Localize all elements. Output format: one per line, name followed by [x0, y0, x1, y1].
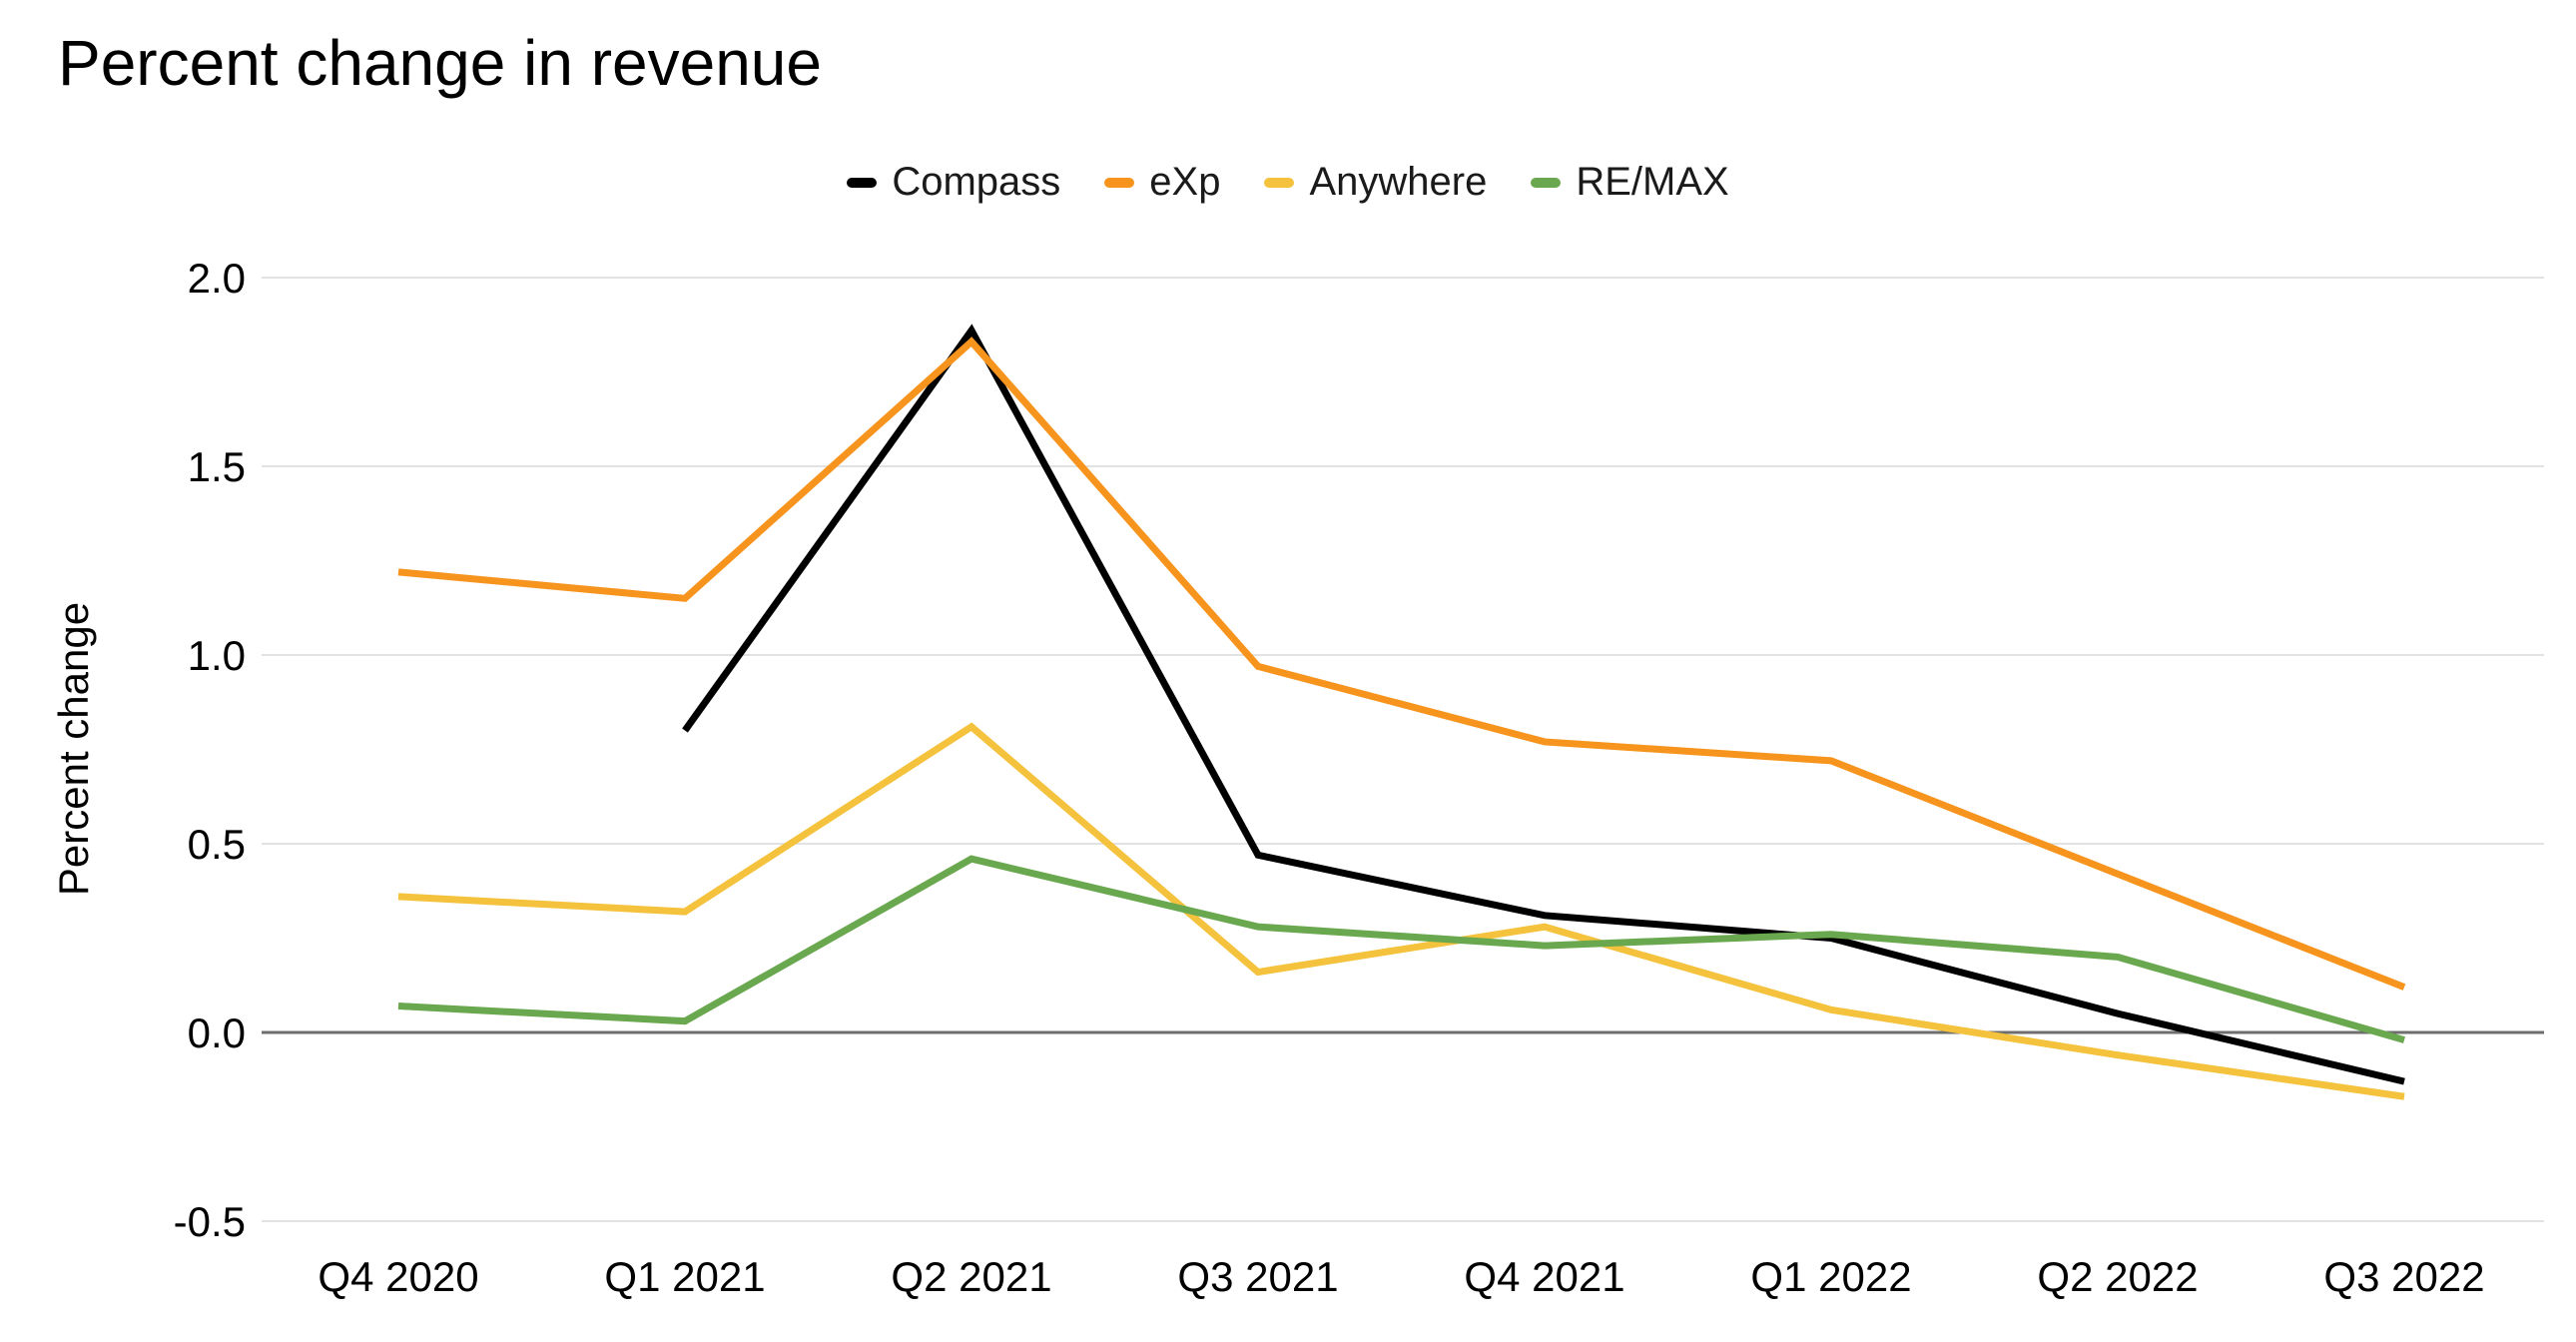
- y-tick-label-0.5: 0.5: [188, 821, 246, 868]
- legend-item-exp[interactable]: eXp: [1104, 160, 1220, 205]
- y-tick-label-2.0: 2.0: [188, 255, 246, 302]
- chart-title: Percent change in revenue: [58, 27, 822, 99]
- legend-item-anywhere[interactable]: Anywhere: [1264, 160, 1487, 205]
- series-line-exp[interactable]: [397, 336, 2406, 991]
- y-tick-label-1.5: 1.5: [188, 443, 246, 490]
- x-tick-label-q1-2022: Q1 2022: [1750, 1253, 1911, 1300]
- series-line-compass[interactable]: [682, 324, 2405, 1085]
- x-tick-label-q3-2021: Q3 2021: [1177, 1253, 1338, 1300]
- legend-label-re-max: RE/MAX: [1576, 160, 1729, 204]
- y-axis-title: Percent change: [50, 602, 97, 896]
- y-tick-label--0.5: -0.5: [174, 1198, 246, 1245]
- x-tick-label-q2-2021: Q2 2021: [891, 1253, 1051, 1300]
- y-tick-label-1.0: 1.0: [188, 632, 246, 679]
- legend-swatch-icon-compass: [847, 177, 878, 188]
- x-tick-label-q2-2022: Q2 2022: [2037, 1253, 2198, 1300]
- legend-swatch-icon-anywhere: [1264, 177, 1295, 188]
- y-tick-label-0.0: 0.0: [188, 1009, 246, 1056]
- legend-swatch-icon-exp: [1104, 177, 1135, 188]
- legend-label-exp: eXp: [1149, 160, 1221, 204]
- legend-swatch-icon-re-max: [1531, 177, 1562, 188]
- series-line-anywhere[interactable]: [397, 722, 2405, 1100]
- x-tick-label-q1-2021: Q1 2021: [604, 1253, 765, 1300]
- series-line-re-max[interactable]: [397, 855, 2405, 1043]
- x-tick-label-q4-2020: Q4 2020: [318, 1253, 478, 1300]
- legend: Compass eXp Anywhere RE/MAX: [0, 160, 2576, 205]
- legend-item-compass[interactable]: Compass: [847, 160, 1060, 205]
- legend-label-anywhere: Anywhere: [1309, 160, 1488, 204]
- legend-item-re-max[interactable]: RE/MAX: [1531, 160, 1729, 205]
- x-tick-label-q4-2021: Q4 2021: [1464, 1253, 1624, 1300]
- legend-label-compass: Compass: [892, 160, 1061, 204]
- x-tick-label-q3-2022: Q3 2022: [2323, 1253, 2484, 1300]
